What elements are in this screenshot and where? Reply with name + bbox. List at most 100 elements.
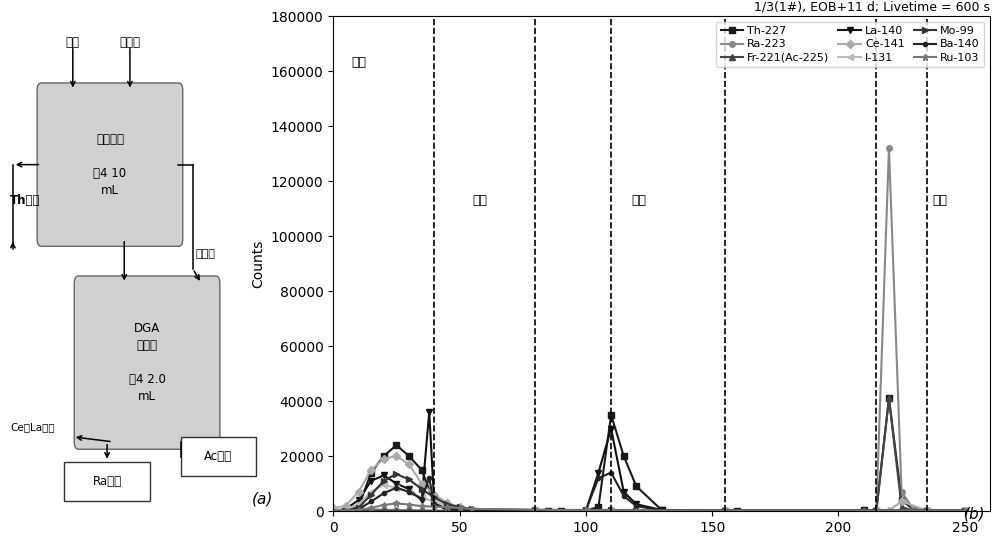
Th-227 bbox=[592, 504, 604, 510]
Ra-223 bbox=[630, 507, 642, 514]
Ru-103 bbox=[403, 501, 415, 508]
I-131 bbox=[403, 489, 415, 495]
I-131 bbox=[630, 507, 642, 514]
La-140 bbox=[428, 501, 440, 507]
Ba-140 bbox=[423, 475, 435, 482]
La-140 bbox=[340, 506, 352, 512]
La-140 bbox=[441, 506, 453, 512]
Text: Ac组分: Ac组分 bbox=[204, 450, 233, 463]
La-140 bbox=[529, 507, 541, 514]
Text: 原料: 原料 bbox=[66, 36, 80, 49]
Fr-221(Ac-225) bbox=[390, 507, 402, 514]
Ba-140 bbox=[428, 501, 440, 507]
Ce-141 bbox=[416, 480, 428, 487]
Ra-223 bbox=[340, 507, 352, 514]
Fr-221(Ac-225) bbox=[959, 507, 971, 514]
La-140 bbox=[921, 507, 933, 514]
Th-227 bbox=[719, 507, 731, 514]
Th-227 bbox=[630, 483, 642, 490]
Th-227 bbox=[327, 508, 339, 514]
Text: 淡洗: 淡洗 bbox=[472, 194, 487, 207]
Fr-221(Ac-225) bbox=[883, 395, 895, 401]
Fr-221(Ac-225) bbox=[858, 507, 870, 514]
Ra-223 bbox=[908, 507, 920, 513]
Ce-141 bbox=[428, 491, 440, 498]
Fr-221(Ac-225) bbox=[921, 507, 933, 514]
Line: I-131: I-131 bbox=[330, 482, 968, 514]
Ba-140 bbox=[378, 490, 390, 497]
Ba-140 bbox=[618, 493, 630, 499]
Ce-141 bbox=[959, 507, 971, 514]
Ra-223 bbox=[466, 507, 478, 514]
Fr-221(Ac-225) bbox=[529, 507, 541, 514]
Ce-141 bbox=[327, 505, 339, 512]
Mo-99 bbox=[416, 486, 428, 492]
Th-227 bbox=[378, 453, 390, 459]
Ba-140 bbox=[403, 489, 415, 495]
Text: 原液: 原液 bbox=[351, 56, 366, 69]
Mo-99 bbox=[959, 507, 971, 514]
Text: 淡洗液: 淡洗液 bbox=[119, 36, 140, 49]
I-131 bbox=[959, 507, 971, 514]
Fr-221(Ac-225) bbox=[605, 507, 617, 514]
Ra-223 bbox=[416, 507, 428, 514]
Line: Fr-221(Ac-225): Fr-221(Ac-225) bbox=[330, 395, 968, 514]
La-140 bbox=[353, 497, 365, 504]
Th-227 bbox=[365, 469, 377, 476]
Ru-103 bbox=[327, 507, 339, 514]
Mo-99 bbox=[466, 506, 478, 512]
Text: 1/3(1#), EOB+11 d; Livetime = 600 s: 1/3(1#), EOB+11 d; Livetime = 600 s bbox=[754, 1, 990, 13]
La-140 bbox=[327, 508, 339, 514]
Fr-221(Ac-225) bbox=[353, 507, 365, 514]
Fr-221(Ac-225) bbox=[908, 507, 920, 514]
Th-227 bbox=[959, 507, 971, 514]
Ba-140 bbox=[870, 507, 882, 514]
Mo-99 bbox=[378, 478, 390, 484]
Mo-99 bbox=[428, 494, 440, 500]
Ba-140 bbox=[719, 507, 731, 514]
Ra-223 bbox=[353, 507, 365, 513]
I-131 bbox=[378, 482, 390, 488]
Th-227 bbox=[731, 507, 743, 514]
Ba-140 bbox=[353, 506, 365, 513]
La-140 bbox=[390, 480, 402, 487]
Ce-141 bbox=[390, 453, 402, 459]
Line: Ra-223: Ra-223 bbox=[330, 145, 968, 514]
Ru-103 bbox=[605, 507, 617, 513]
Ra-223 bbox=[403, 507, 415, 513]
Fr-221(Ac-225) bbox=[719, 507, 731, 514]
Th-227 bbox=[416, 466, 428, 473]
Text: DGA
树脂柱

剠4 2.0
mL: DGA 树脂柱 剠4 2.0 mL bbox=[129, 322, 166, 403]
La-140 bbox=[630, 501, 642, 507]
Mo-99 bbox=[441, 501, 453, 507]
Y-axis label: Counts: Counts bbox=[251, 239, 265, 288]
Ra-223 bbox=[365, 506, 377, 513]
Th-227 bbox=[529, 507, 541, 514]
Th-227 bbox=[441, 507, 453, 513]
Legend: Th-227, Ra-223, Fr-221(Ac-225), La-140, Ce-141, I-131, Mo-99, Ba-140, Ru-103: Th-227, Ra-223, Fr-221(Ac-225), La-140, … bbox=[716, 22, 984, 67]
Th-227 bbox=[908, 507, 920, 513]
Ra-223 bbox=[921, 507, 933, 514]
Line: Ce-141: Ce-141 bbox=[330, 454, 968, 513]
I-131 bbox=[921, 507, 933, 514]
I-131 bbox=[327, 507, 339, 514]
Mo-99 bbox=[630, 507, 642, 514]
Ra-223 bbox=[870, 507, 882, 514]
Ba-140 bbox=[416, 495, 428, 502]
Fr-221(Ac-225) bbox=[454, 507, 466, 514]
Fr-221(Ac-225) bbox=[428, 507, 440, 514]
Ba-140 bbox=[365, 498, 377, 505]
Ce-141 bbox=[365, 466, 377, 473]
I-131 bbox=[428, 498, 440, 505]
Ce-141 bbox=[870, 507, 882, 514]
La-140 bbox=[870, 507, 882, 514]
Ce-141 bbox=[340, 502, 352, 509]
I-131 bbox=[454, 505, 466, 512]
La-140 bbox=[365, 478, 377, 484]
Ba-140 bbox=[580, 507, 592, 513]
Th-227 bbox=[542, 507, 554, 514]
I-131 bbox=[416, 494, 428, 500]
I-131 bbox=[390, 485, 402, 491]
I-131 bbox=[441, 502, 453, 509]
Mo-99 bbox=[605, 507, 617, 513]
